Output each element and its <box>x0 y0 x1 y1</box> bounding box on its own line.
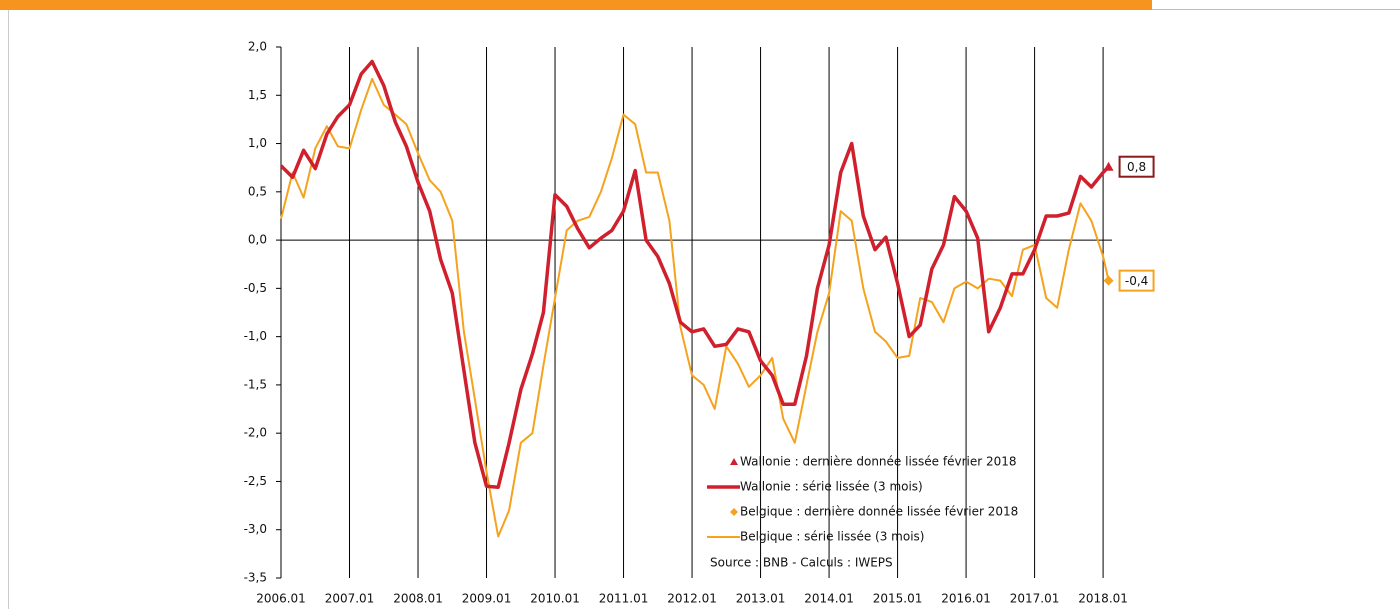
x-tick-label: 2011.01 <box>599 592 649 606</box>
x-tick-label: 2013.01 <box>736 592 786 606</box>
x-tick-label: 2006.01 <box>256 592 306 606</box>
legend-symbol <box>730 458 738 465</box>
series-line <box>280 77 1110 538</box>
x-tick-label: 2018.01 <box>1078 592 1128 606</box>
y-tick-label: -3,5 <box>244 571 267 585</box>
legend-label: Wallonie : série lissée (3 mois) <box>740 480 923 494</box>
x-tick-label: 2008.01 <box>393 592 443 606</box>
x-tick-label: 2010.01 <box>530 592 580 606</box>
x-tick-label: 2014.01 <box>804 592 854 606</box>
x-tick-label: 2017.01 <box>1010 592 1060 606</box>
legend-symbol <box>730 508 738 516</box>
series-line <box>279 59 1110 489</box>
y-tick-label: -2,0 <box>244 426 267 440</box>
value-label: 0,8 <box>1127 160 1146 174</box>
y-tick-label: -2,5 <box>244 474 267 488</box>
y-tick-label: -1,5 <box>244 377 267 391</box>
x-tick-label: 2016.01 <box>941 592 991 606</box>
source-note: Source : BNB - Calculs : IWEPS <box>710 556 893 570</box>
value-label: -0,4 <box>1125 274 1148 288</box>
value-label-box <box>1118 269 1155 292</box>
legend-label: Wallonie : dernière donnée lissée févrie… <box>740 455 1017 469</box>
last-point-marker <box>1103 275 1114 286</box>
x-tick-label: 2012.01 <box>667 592 717 606</box>
last-point-marker <box>1103 161 1114 171</box>
value-label-box <box>1118 155 1155 178</box>
y-tick-label: 1,0 <box>248 136 267 150</box>
y-tick-label: 0,0 <box>248 233 267 247</box>
y-tick-label: 0,5 <box>248 184 267 198</box>
legend-label: Belgique : dernière donnée lissée févrie… <box>740 505 1018 519</box>
y-tick-label: -0,5 <box>244 281 267 295</box>
legend-label: Belgique : série lissée (3 mois) <box>740 530 924 544</box>
y-tick-label: 2,0 <box>248 40 267 54</box>
y-tick-label: -1,0 <box>244 329 267 343</box>
x-tick-label: 2007.01 <box>325 592 375 606</box>
x-tick-label: 2009.01 <box>462 592 512 606</box>
header-bar <box>0 0 1152 10</box>
y-tick-label: -3,0 <box>244 522 267 536</box>
x-tick-label: 2015.01 <box>873 592 923 606</box>
y-tick-label: 1,5 <box>248 88 267 102</box>
